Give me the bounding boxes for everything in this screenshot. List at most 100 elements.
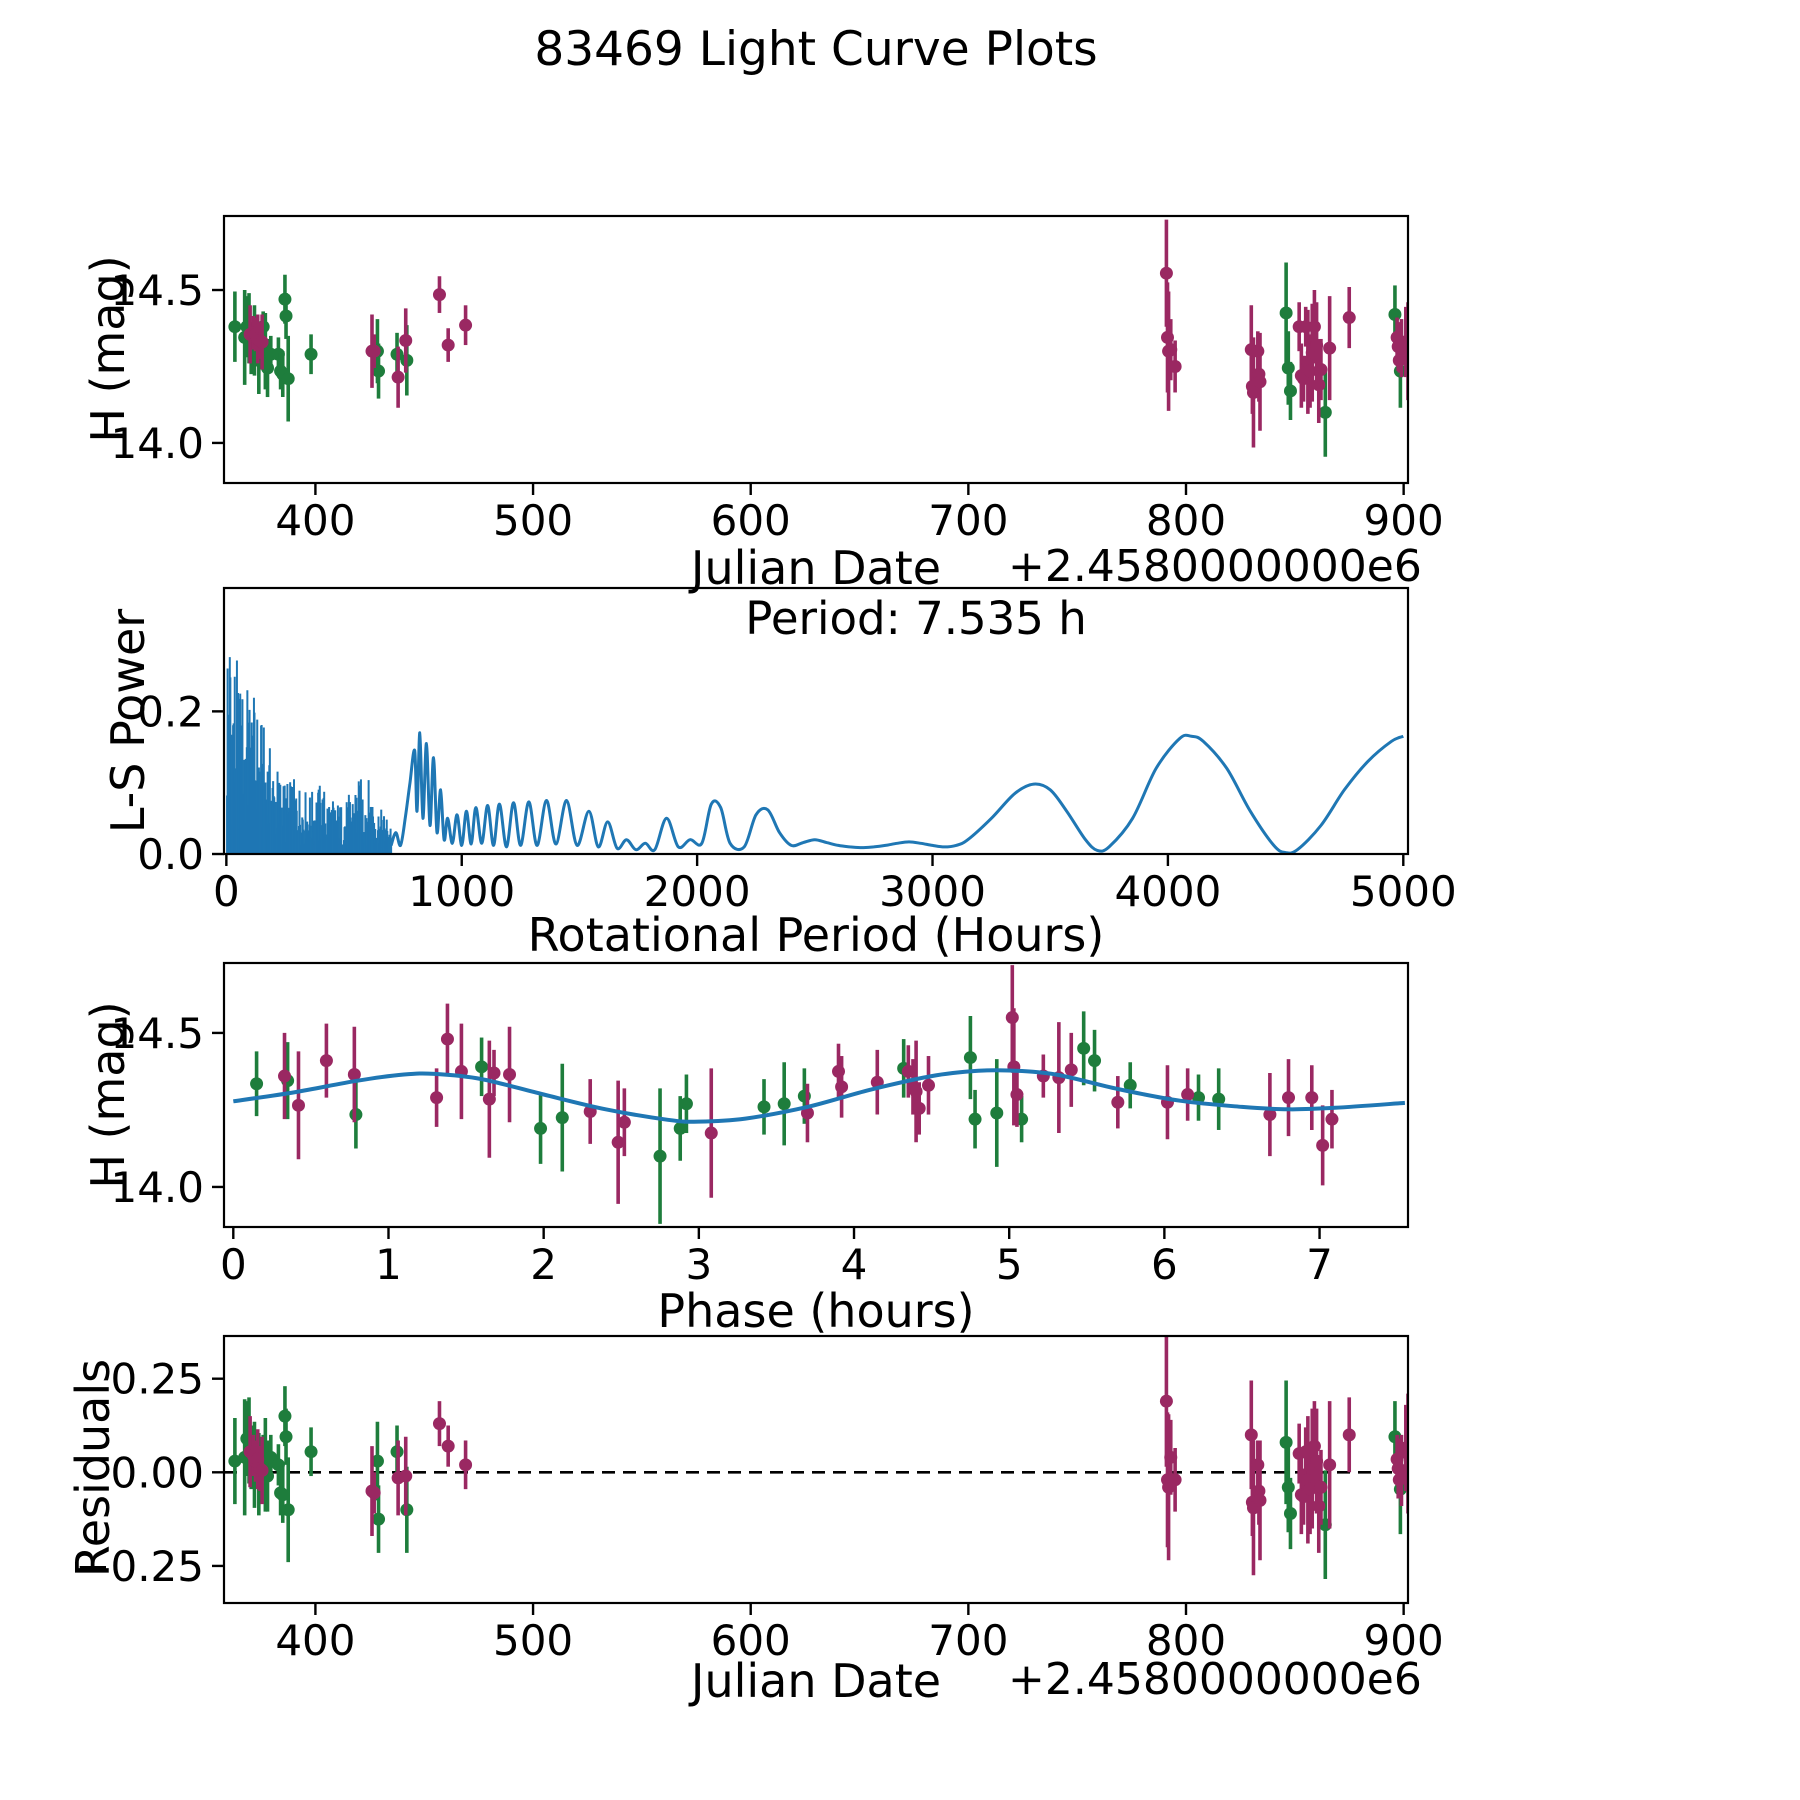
residuals-x-offset: +2.4580000000e6 bbox=[1008, 1654, 1422, 1705]
data-point bbox=[440, 1032, 454, 1046]
data-point bbox=[1088, 1054, 1102, 1068]
x-tick-label: 2 bbox=[530, 1240, 557, 1289]
periodogram-xlabel: Rotational Period (Hours) bbox=[527, 908, 1105, 962]
x-tick-label: 1000 bbox=[408, 867, 515, 916]
data-point bbox=[228, 1454, 242, 1468]
x-tick-label: 900 bbox=[1364, 496, 1444, 545]
data-point bbox=[757, 1100, 771, 1114]
data-point bbox=[487, 1066, 501, 1080]
x-tick-label: 4000 bbox=[1114, 867, 1221, 916]
x-tick-label: 2000 bbox=[644, 867, 751, 916]
x-tick-label: 400 bbox=[275, 1616, 355, 1665]
data-point bbox=[441, 338, 455, 352]
x-tick-label: 700 bbox=[928, 1616, 1008, 1665]
data-point bbox=[1342, 311, 1356, 325]
data-point bbox=[1314, 1480, 1328, 1494]
x-tick-label: 4 bbox=[841, 1240, 868, 1289]
data-point bbox=[391, 370, 405, 384]
data-point bbox=[1244, 1428, 1258, 1442]
data-point bbox=[777, 1097, 791, 1111]
y-tick-label: 14.0 bbox=[110, 419, 204, 468]
data-point bbox=[372, 1512, 386, 1526]
data-point bbox=[276, 1488, 290, 1502]
data-point bbox=[367, 344, 381, 358]
data-point bbox=[459, 1458, 473, 1472]
y-tick-label: 0.00 bbox=[110, 1448, 204, 1497]
y-tick-label: 0.25 bbox=[110, 1355, 204, 1404]
data-point bbox=[399, 333, 413, 347]
data-point bbox=[1246, 385, 1260, 399]
data-point bbox=[1303, 364, 1317, 378]
x-tick-label: 7 bbox=[1306, 1240, 1333, 1289]
residuals-xlabel: Julian Date bbox=[690, 1654, 942, 1708]
axes-spines bbox=[222, 214, 1410, 485]
lightcurve-ylabel: H (mag) bbox=[81, 255, 135, 443]
x-tick-label: 900 bbox=[1364, 1616, 1444, 1665]
data-point bbox=[611, 1135, 625, 1149]
x-tick-label: 500 bbox=[493, 1616, 573, 1665]
data-point bbox=[1281, 361, 1295, 375]
data-point bbox=[1401, 1447, 1408, 1461]
x-tick-label: 400 bbox=[275, 496, 355, 545]
data-point bbox=[304, 347, 318, 361]
phased-lightcurve-content bbox=[233, 965, 1406, 1224]
data-point bbox=[704, 1126, 718, 1140]
data-point bbox=[1305, 1091, 1319, 1105]
data-point bbox=[800, 1106, 814, 1120]
data-point bbox=[679, 1097, 693, 1111]
data-point bbox=[1312, 378, 1326, 392]
data-point bbox=[281, 1503, 295, 1517]
y-tick-label: 14.0 bbox=[110, 1163, 204, 1212]
phase-ylabel: H (mag) bbox=[81, 1001, 135, 1189]
data-point bbox=[304, 1445, 318, 1459]
data-point bbox=[653, 1149, 667, 1163]
data-point bbox=[1253, 375, 1267, 389]
phased-lightcurve-series-green bbox=[250, 1011, 1226, 1224]
data-point bbox=[1323, 341, 1337, 355]
x-tick-label: 3000 bbox=[879, 867, 986, 916]
data-point bbox=[255, 335, 269, 349]
data-point bbox=[281, 372, 295, 386]
data-point bbox=[1307, 1439, 1321, 1453]
y-tick-label: 0.0 bbox=[137, 830, 204, 879]
x-tick-label: 500 bbox=[493, 496, 573, 545]
data-point bbox=[255, 1463, 269, 1477]
y-tick-label: −0.25 bbox=[75, 1542, 204, 1591]
x-tick-label: 5 bbox=[996, 1240, 1023, 1289]
period-annotation: Period: 7.535 h bbox=[745, 592, 1087, 645]
data-point bbox=[228, 320, 242, 334]
data-point bbox=[922, 1078, 936, 1092]
y-tick-label: 14.5 bbox=[110, 266, 204, 315]
periodogram-curve bbox=[389, 731, 1404, 854]
phased-lightcurve-series-purple bbox=[278, 965, 1339, 1204]
x-tick-label: 800 bbox=[1146, 496, 1226, 545]
sinusoid-fit-curve bbox=[233, 1068, 1406, 1124]
residuals-jd-series-purple bbox=[243, 1336, 1408, 1576]
data-point bbox=[432, 1417, 446, 1431]
x-tick-label: 6 bbox=[1151, 1240, 1178, 1289]
axes-spines bbox=[222, 586, 1410, 856]
data-point bbox=[1212, 1092, 1226, 1106]
x-tick-label: 5000 bbox=[1350, 867, 1457, 916]
data-point bbox=[367, 1486, 381, 1500]
data-point bbox=[319, 1054, 333, 1068]
data-point bbox=[673, 1121, 687, 1135]
data-point bbox=[1281, 1480, 1295, 1494]
lightcurve-xlabel: Julian Date bbox=[690, 541, 942, 595]
data-point bbox=[430, 1091, 444, 1105]
data-point bbox=[278, 1069, 292, 1083]
data-point bbox=[1316, 1138, 1330, 1152]
panel-phased-lightcurve: 0 1 2 3 4 5 6 7 14.0 14.5 bbox=[110, 961, 1410, 1289]
data-point bbox=[1253, 1493, 1267, 1507]
x-tick-label: 3 bbox=[685, 1240, 712, 1289]
data-point bbox=[1307, 320, 1321, 334]
data-point bbox=[1283, 1507, 1297, 1521]
data-point bbox=[279, 309, 293, 323]
data-point bbox=[1283, 384, 1297, 398]
data-point bbox=[291, 1098, 305, 1112]
x-tick-label: 1 bbox=[375, 1240, 402, 1289]
data-point bbox=[1010, 1088, 1024, 1102]
residuals-ylabel: Residuals bbox=[66, 1358, 120, 1578]
